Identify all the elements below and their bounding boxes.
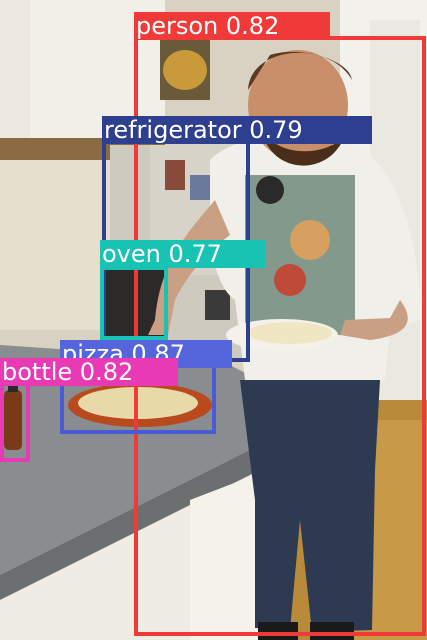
refrigerator-label: refrigerator 0.79 bbox=[102, 116, 372, 144]
bottle-bounding-box bbox=[0, 382, 30, 462]
bottle-label: bottle 0.82 bbox=[0, 358, 178, 386]
oven-bounding-box bbox=[100, 266, 168, 340]
person-label: person 0.82 bbox=[134, 12, 330, 40]
oven-label: oven 0.77 bbox=[100, 240, 266, 268]
